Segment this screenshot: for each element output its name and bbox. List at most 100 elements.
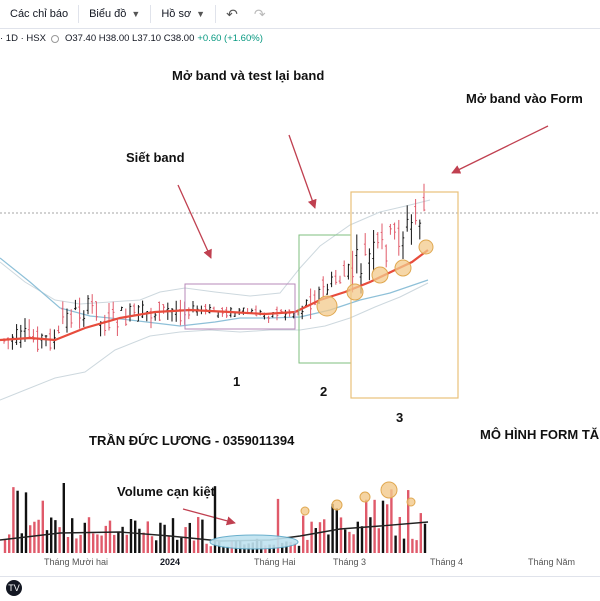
volume-dry-zone [209,534,299,550]
ohlc-legend: · 1D · HSX O37.40 H38.00 L37.10 C38.00 +… [0,33,263,44]
bollinger-line [0,257,429,327]
x-tick-label: Tháng Năm [528,557,576,567]
volume-bar [16,490,19,553]
volume-bar [348,531,351,553]
volume-bar [8,534,11,553]
volume-bar [92,533,95,553]
volume-bar [318,522,322,553]
volume-bar [197,517,200,553]
volume-bar [369,517,372,553]
volume-bar [415,540,418,553]
volume-bar [29,525,32,553]
low-value: L37.10 [132,33,162,44]
chart-menu-label: Biểu đồ [89,8,127,20]
volume-bar [314,528,317,553]
volume-bar [281,542,284,553]
x-tick-label: Tháng 4 [430,557,464,567]
volume-bar [272,544,275,553]
volume-bar [289,541,292,553]
volume-marker [331,499,343,511]
volume-marker [380,481,398,499]
volume-bar [75,538,78,553]
volume-bar [356,521,359,553]
retest-arrow [288,134,317,209]
volume-bar [180,537,183,553]
test-markers [316,239,434,317]
change-value: +0.60 (+1.60%) [197,33,263,44]
volume-bar [381,500,385,553]
x-tick-label: 2024 [160,557,181,567]
volume-bar [331,503,334,553]
author-caption: TRẦN ĐỨC LƯƠNG - 0359011394 [89,433,295,448]
volume-bar [79,534,82,553]
volume-bar [310,521,313,553]
volume-bar [12,487,15,553]
volume-bar [104,525,107,553]
volume-bar [335,508,338,553]
profile-menu-label: Hồ sơ [161,8,192,20]
volume-bar [83,522,86,553]
annotation-band-open-retest: Mở band và test lại band [172,68,325,83]
volume-bar [108,520,112,553]
volume-bar [125,534,128,553]
volume-bar [138,528,141,553]
indicators-menu[interactable]: Các chỉ báo [0,0,78,28]
volume-bar [146,521,149,553]
volume-marker [406,497,416,507]
volume-bar [54,520,57,553]
volume-bar [407,490,410,553]
volume-bar [3,539,7,553]
chart-menu[interactable]: Biểu đồ ▼ [79,0,150,28]
volume-bar [50,517,53,553]
volume-marker [300,506,310,516]
volume-bar [66,536,70,553]
toolbar-divider [150,5,152,23]
volume-bar [150,536,154,553]
volume-bar [159,522,162,553]
x-tick-label: Tháng 3 [333,557,367,567]
annotation-band-squeeze: Siết band [126,150,185,165]
toolbar: Các chỉ báo Biểu đồ ▼ Hồ sơ ▼ ↶ ↷ [0,0,600,29]
profile-menu[interactable]: Hồ sơ ▼ [151,0,215,28]
volume-bar [302,515,305,553]
volume-bar [121,526,124,553]
footer-bar: TV [0,576,600,601]
tradingview-logo-icon[interactable]: TV [6,580,22,596]
volume-bar [226,546,229,553]
squeeze-arrow [177,184,212,259]
volume-bar [201,519,204,553]
redo-icon[interactable]: ↷ [253,5,266,22]
volume-bar [360,526,364,553]
volume-bar [386,504,389,553]
x-tick-label: Tháng Hai [254,557,296,567]
volume-bar [20,533,23,553]
volume-bar [213,486,217,553]
volume-bar [377,528,380,553]
volume-bar [62,483,65,553]
annotation-band-open-form: Mở band vào Form [466,91,583,106]
volume-bar [71,518,74,553]
open-value: O37.40 [64,33,97,44]
undo-icon[interactable]: ↶ [226,5,238,22]
volume-bar [222,546,225,553]
phase1-label: 1 [233,374,241,389]
volume-bar [276,498,280,553]
volume-bar [419,513,422,553]
symbol-label: · 1D · HSX [0,33,46,44]
x-axis: Tháng Mười hai 2024 Tháng Hai Tháng 3 Th… [0,557,600,573]
pattern-title: MÔ HÌNH FORM TĂ [480,427,600,442]
volume-bar [390,489,393,553]
volume-bar [142,532,145,553]
high-value: H38.00 [98,33,130,44]
test-marker [346,283,364,301]
volume-bar [113,534,116,553]
volume-bar [37,519,40,553]
phase3-label: 3 [396,410,404,425]
chevron-down-icon: ▼ [196,9,206,19]
volume-bar [192,540,196,553]
volume-bar [411,538,414,553]
volume-bar [87,517,91,553]
volume-bar [96,534,99,553]
volume-bar [33,521,36,553]
